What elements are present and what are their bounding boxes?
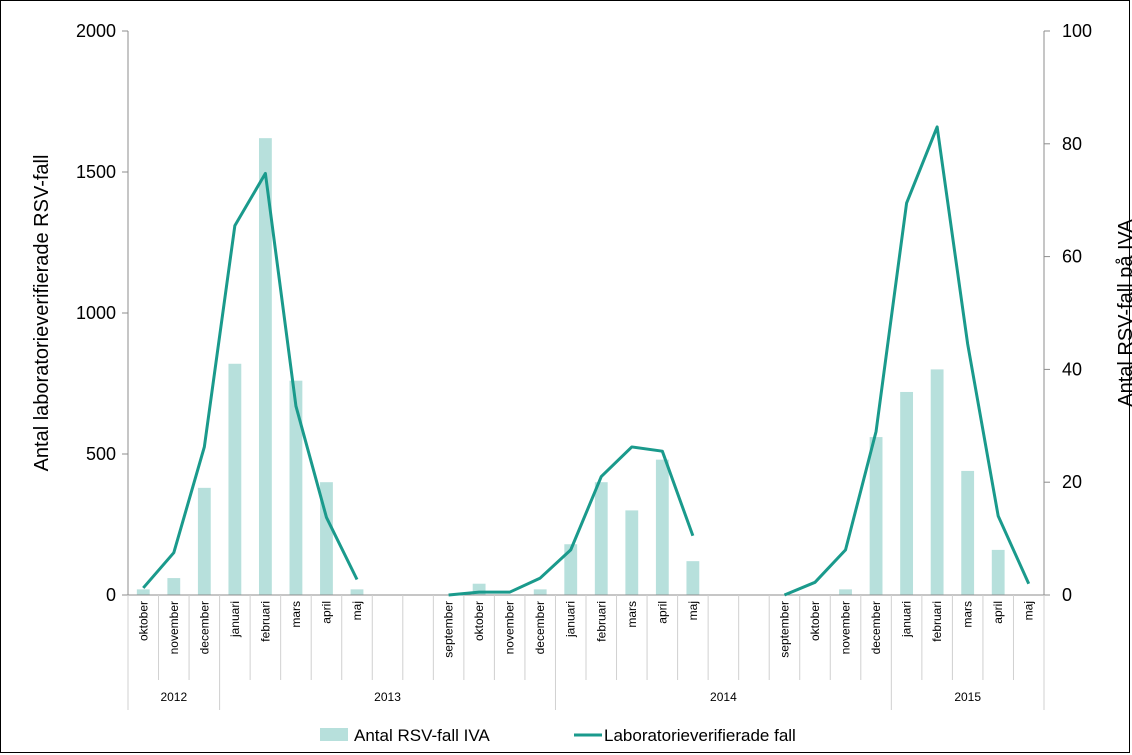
left-axis-title: Antal laboratorieverifierade RSV-fall bbox=[31, 155, 53, 472]
bar bbox=[930, 369, 944, 595]
right-axis-tick-label: 40 bbox=[1062, 359, 1082, 379]
category-label: januari bbox=[228, 601, 242, 638]
category-label: mars bbox=[289, 601, 303, 628]
right-axis-tick-label: 0 bbox=[1062, 585, 1072, 605]
bar bbox=[991, 549, 1005, 595]
legend-swatch-bars bbox=[320, 728, 348, 741]
category-label: november bbox=[167, 601, 181, 654]
bar bbox=[350, 589, 364, 595]
category-label: januari bbox=[564, 601, 578, 638]
category-label: maj bbox=[1022, 601, 1036, 620]
year-label: 2014 bbox=[710, 690, 737, 704]
category-label: april bbox=[655, 601, 669, 624]
category-label: mars bbox=[961, 601, 975, 628]
category-label: september bbox=[777, 601, 791, 658]
category-label: februari bbox=[930, 601, 944, 642]
category-label: mars bbox=[625, 601, 639, 628]
category-label: december bbox=[533, 601, 547, 654]
line-series-segment bbox=[783, 125, 1031, 597]
bar bbox=[289, 380, 303, 595]
bar bbox=[655, 459, 669, 595]
bar bbox=[533, 589, 547, 595]
category-label: februari bbox=[258, 601, 272, 642]
left-axis-tick-label: 1500 bbox=[76, 162, 116, 182]
category-label: oktober bbox=[808, 601, 822, 641]
category-label: december bbox=[197, 601, 211, 654]
category-label: april bbox=[991, 601, 1005, 624]
left-axis-tick-label: 0 bbox=[106, 585, 116, 605]
left-axis-tick-label: 2000 bbox=[76, 21, 116, 41]
left-axis-tick-label: 500 bbox=[86, 444, 116, 464]
category-label: maj bbox=[686, 601, 700, 620]
bar bbox=[228, 363, 242, 595]
legend-label-bars: Antal RSV-fall IVA bbox=[354, 726, 490, 745]
category-label: maj bbox=[350, 601, 364, 620]
bar bbox=[258, 138, 272, 595]
year-label: 2012 bbox=[160, 690, 187, 704]
bar bbox=[167, 578, 181, 595]
bar bbox=[900, 391, 914, 595]
bar bbox=[625, 510, 639, 595]
category-label: februari bbox=[594, 601, 608, 642]
bar bbox=[197, 487, 211, 595]
category-label: oktober bbox=[136, 601, 150, 641]
year-label: 2013 bbox=[374, 690, 401, 704]
left-axis-tick-label: 1000 bbox=[76, 303, 116, 323]
category-label: september bbox=[442, 601, 456, 658]
right-axis-tick-label: 60 bbox=[1062, 247, 1082, 267]
category-label: oktober bbox=[472, 601, 486, 641]
line-series-segment bbox=[142, 171, 359, 589]
right-axis-tick-label: 80 bbox=[1062, 134, 1082, 154]
legend-label-line: Laboratorieverifierade fall bbox=[604, 726, 796, 745]
category-label: december bbox=[869, 601, 883, 654]
bar bbox=[136, 589, 150, 595]
line-series-segment bbox=[448, 445, 695, 597]
bar bbox=[686, 561, 700, 595]
category-label: november bbox=[503, 601, 517, 654]
bar bbox=[594, 482, 608, 595]
bar bbox=[869, 437, 883, 595]
bar bbox=[839, 589, 852, 595]
right-axis-tick-label: 100 bbox=[1062, 21, 1092, 41]
category-label: januari bbox=[900, 601, 914, 638]
bar bbox=[472, 583, 486, 595]
year-label: 2015 bbox=[954, 690, 981, 704]
bar bbox=[961, 470, 975, 595]
right-axis-tick-label: 20 bbox=[1062, 472, 1082, 492]
bar bbox=[564, 544, 578, 595]
category-label: april bbox=[319, 601, 333, 624]
category-label: november bbox=[839, 601, 853, 654]
right-axis-title: Antal RSV-fall på IVA bbox=[1115, 219, 1132, 407]
